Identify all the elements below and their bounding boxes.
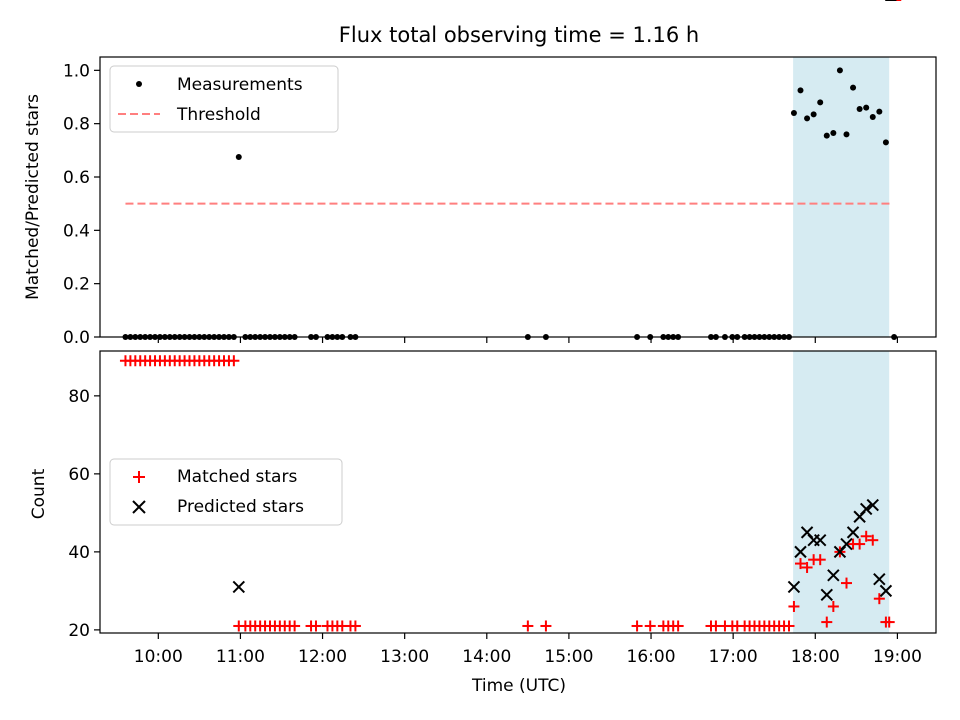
predicted-star-point — [879, 584, 893, 598]
count-y-tick-label: 80 — [68, 387, 90, 407]
predicted-star-point — [814, 533, 827, 547]
x-tick-label: 16:00 — [627, 647, 676, 667]
matched-star-point — [873, 593, 885, 605]
matched-star-point — [814, 554, 826, 566]
x-axis-label: Time (UTC) — [471, 676, 566, 696]
x-axis: 10:00 11:00 12:00 13:00 14:00 15:00 16:00 17:00… — [134, 633, 922, 667]
matched-star-point — [854, 538, 866, 550]
predicted-star-point — [820, 588, 833, 601]
matched-star-point — [860, 530, 872, 542]
predicted-star-point — [873, 572, 886, 586]
x-tick-label: 14:00 — [462, 647, 511, 667]
matched-stars-legend-marker — [133, 471, 145, 483]
x-tick-label: 12:00 — [298, 647, 347, 667]
matched-star-point — [310, 620, 322, 632]
matched-stars-legend-label: Matched stars — [177, 467, 297, 487]
ratio-y-tick-label: 0.8 — [63, 115, 90, 135]
count-series — [119, 0, 902, 632]
matched-star-point — [827, 600, 839, 612]
measurement-point — [863, 104, 870, 111]
count-y-axis-label: Count — [29, 468, 49, 519]
ratio-y-axis: 0.0 0.2 0.4 0.6 0.8 1.0 — [63, 61, 100, 348]
matched-star-point — [883, 616, 895, 628]
measurement-point — [790, 110, 797, 116]
x-tick-label: 15:00 — [544, 647, 593, 667]
measurement-point — [856, 106, 863, 112]
x-tick-label: 11:00 — [216, 647, 265, 667]
count-axes-frame — [99, 350, 937, 634]
matched-star-point — [349, 620, 361, 632]
ratio-y-tick-label: 0.0 — [63, 328, 90, 348]
measurement-point — [810, 111, 817, 118]
matched-star-point — [228, 355, 240, 367]
matched-star-point — [794, 558, 806, 570]
count-legend-box — [109, 458, 343, 526]
predicted-star-point — [840, 537, 853, 551]
ratio-panel: 0.0 0.2 0.4 0.6 0.8 1.0 Matched/Predicted sta… — [23, 56, 937, 348]
ratio-y-tick-label: 0.2 — [63, 275, 90, 295]
predicted-star-point — [859, 502, 873, 516]
matched-star-point — [801, 561, 813, 573]
measurement-point — [869, 114, 876, 120]
predicted-star-point — [827, 569, 840, 582]
measurements-legend-label: Measurements — [177, 75, 303, 95]
matched-star-point — [644, 620, 656, 632]
matched-star-point — [672, 620, 684, 632]
count-y-tick-label: 40 — [68, 543, 90, 563]
predicted-star-point — [866, 498, 879, 512]
ratio-x-ticks — [157, 337, 899, 343]
predicted-star-point — [846, 526, 860, 539]
matched-star-point — [840, 577, 852, 589]
measurement-point — [836, 67, 843, 74]
measurement-point — [823, 132, 830, 139]
count-legend: Matched stars Predicted stars — [109, 458, 343, 526]
ratio-axes-frame — [99, 56, 937, 338]
matched-star-point — [788, 600, 800, 612]
matched-star-point — [631, 620, 643, 632]
predicted-star-point — [787, 580, 801, 594]
measurement-point — [876, 108, 883, 115]
ratio-legend: Measurements Threshold — [109, 65, 339, 133]
matched-star-point — [522, 620, 534, 632]
predicted-stars-legend-marker — [132, 500, 146, 514]
matched-star-point — [540, 620, 552, 632]
x-tick-label: 17:00 — [709, 647, 758, 667]
measurement-point — [804, 115, 811, 122]
measurements-legend-marker — [136, 81, 142, 87]
x-tick-label: 18:00 — [791, 647, 840, 667]
x-tick-label: 19:00 — [873, 647, 922, 667]
count-y-axis: 20 40 60 80 — [68, 387, 100, 641]
measurement-point — [850, 84, 857, 91]
ratio-y-axis-label: Matched/Predicted stars — [23, 94, 43, 300]
predicted-star-point — [794, 545, 807, 559]
observing-window-shade-top — [793, 57, 890, 337]
measurement-point — [797, 87, 804, 94]
x-tick-label: 10:00 — [134, 647, 183, 667]
ratio-series — [122, 67, 898, 340]
measurement-point — [817, 99, 824, 106]
matched-star-point — [821, 616, 833, 628]
matched-star-point — [867, 534, 879, 546]
ratio-y-tick-label: 1.0 — [63, 61, 90, 81]
ratio-legend-box — [109, 65, 339, 133]
threshold-legend-label: Threshold — [176, 105, 261, 125]
ratio-y-tick-label: 0.4 — [63, 221, 90, 241]
count-y-tick-label: 20 — [68, 621, 90, 641]
measurement-point — [235, 154, 242, 160]
measurement-point — [882, 139, 889, 146]
predicted-star-point — [232, 580, 245, 594]
chart-title: Flux total observing time = 1.16 h — [339, 23, 699, 47]
predicted-stars-legend-label: Predicted stars — [177, 497, 304, 517]
count-y-tick-label: 60 — [68, 465, 90, 485]
measurement-point — [830, 130, 837, 136]
matched-star-point — [783, 620, 795, 632]
x-tick-label: 13:00 — [380, 647, 429, 667]
observing-window-shade-bottom — [793, 351, 890, 633]
measurement-point — [843, 131, 850, 138]
ratio-y-tick-label: 0.6 — [63, 168, 90, 188]
matched-star-point — [289, 620, 301, 632]
